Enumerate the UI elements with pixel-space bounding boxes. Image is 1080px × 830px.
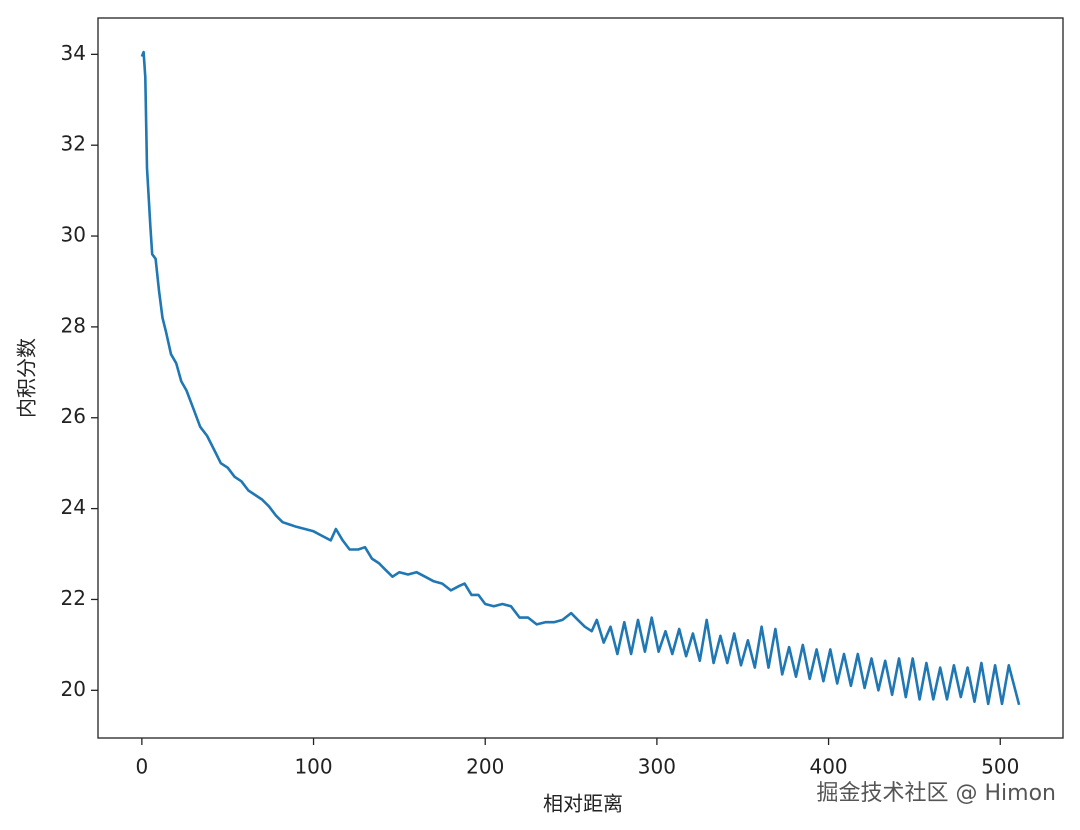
x-tick-label: 300 — [638, 755, 676, 779]
x-tick-label: 500 — [981, 755, 1019, 779]
y-tick-label: 32 — [61, 132, 86, 156]
y-tick-label: 26 — [61, 404, 86, 428]
plot-frame — [97, 17, 1064, 739]
data-line — [140, 50, 1021, 706]
x-tick-label: 0 — [135, 755, 148, 779]
y-tick-label: 28 — [61, 313, 86, 337]
x-tick-label: 400 — [809, 755, 847, 779]
y-tick-label: 24 — [61, 495, 86, 519]
y-axis-label: 内积分数 — [15, 338, 39, 418]
x-axis-label: 相对距离 — [543, 792, 623, 816]
y-tick-label: 20 — [61, 677, 86, 701]
x-tick-label: 100 — [294, 755, 332, 779]
y-tick-label: 34 — [61, 41, 86, 65]
watermark: 掘金技术社区 @ Himon — [817, 781, 1056, 806]
y-tick-label: 30 — [61, 223, 86, 247]
y-tick-label: 22 — [61, 586, 86, 610]
x-tick-label: 200 — [466, 755, 504, 779]
